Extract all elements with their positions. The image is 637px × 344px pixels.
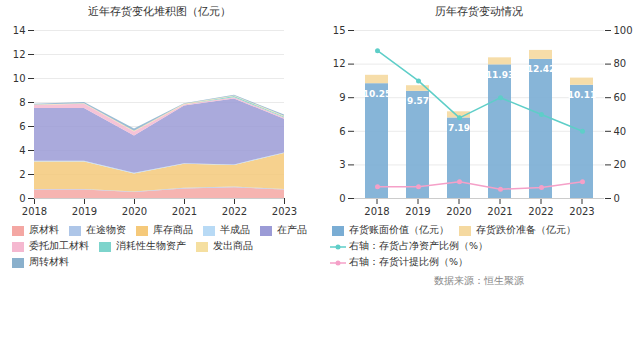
svg-text:80: 80 [614, 58, 627, 69]
svg-text:2021: 2021 [172, 206, 197, 217]
svg-text:2020: 2020 [446, 206, 471, 217]
svg-text:40: 40 [614, 126, 627, 137]
html-text:存货账面价值（亿元）: 存货账面价值（亿元） [349, 224, 449, 235]
html-text:右轴：存货占净资产比例（%）: 右轴：存货占净资产比例（%） [349, 240, 488, 251]
html-text:右轴：存货计提比例（%）: 右轴：存货计提比例（%） [349, 256, 468, 267]
svg-text:12: 12 [333, 58, 346, 69]
html-text:近年存货变化堆积图（亿元）: 近年存货变化堆积图（亿元） [87, 5, 231, 18]
svg-text:4: 4 [19, 145, 25, 156]
svg-text:0: 0 [614, 193, 620, 204]
svg-text:6: 6 [339, 126, 345, 137]
svg-text:7.19: 7.19 [448, 123, 470, 133]
svg-text:20: 20 [614, 159, 627, 170]
svg-text:11.93: 11.93 [486, 70, 514, 80]
svg-text:2: 2 [19, 169, 25, 180]
svg-text:0: 0 [339, 193, 345, 204]
svg-text:10.11: 10.11 [568, 90, 596, 100]
html-text:原材料: 原材料 [29, 224, 59, 235]
svg-text:2018: 2018 [22, 206, 47, 217]
html-text:库存商品: 库存商品 [153, 224, 193, 235]
svg-text:2022: 2022 [222, 206, 247, 217]
html-text:发出商品: 发出商品 [213, 240, 253, 251]
svg-text:12: 12 [13, 49, 26, 60]
html-text:在途物资: 在途物资 [86, 224, 126, 235]
svg-text:6: 6 [19, 121, 25, 132]
svg-text:10.25: 10.25 [363, 89, 391, 99]
svg-text:12.42: 12.42 [527, 64, 555, 74]
svg-text:9: 9 [339, 92, 345, 103]
html-text:周转材料: 周转材料 [29, 256, 69, 267]
svg-text:9.57: 9.57 [407, 96, 429, 106]
svg-text:14: 14 [13, 25, 26, 36]
svg-text:2023: 2023 [272, 206, 297, 217]
svg-text:10: 10 [13, 73, 26, 84]
svg-text:3: 3 [339, 159, 345, 170]
svg-text:15: 15 [333, 25, 346, 36]
svg-text:2019: 2019 [405, 206, 430, 217]
svg-text:2019: 2019 [72, 206, 97, 217]
svg-text:0: 0 [19, 193, 25, 204]
svg-text:60: 60 [614, 92, 627, 103]
html-text:存货跌价准备（亿元）: 存货跌价准备（亿元） [476, 224, 576, 235]
html-text:消耗性生物资产: 消耗性生物资产 [116, 240, 186, 251]
svg-text:100: 100 [614, 25, 633, 36]
svg-text:2023: 2023 [569, 206, 594, 217]
html-text:在产品: 在产品 [277, 224, 307, 235]
svg-text:2021: 2021 [487, 206, 512, 217]
html-text:半成品: 半成品 [220, 224, 250, 235]
svg-text:2018: 2018 [364, 206, 389, 217]
svg-text:2022: 2022 [528, 206, 553, 217]
html-text:委托加工材料: 委托加工材料 [29, 240, 89, 251]
html-text:历年存货变动情况: 历年存货变动情况 [435, 5, 523, 18]
html-text:数据来源：恒生聚源: 数据来源：恒生聚源 [434, 275, 524, 286]
svg-text:8: 8 [19, 97, 25, 108]
svg-text:2020: 2020 [122, 206, 147, 217]
